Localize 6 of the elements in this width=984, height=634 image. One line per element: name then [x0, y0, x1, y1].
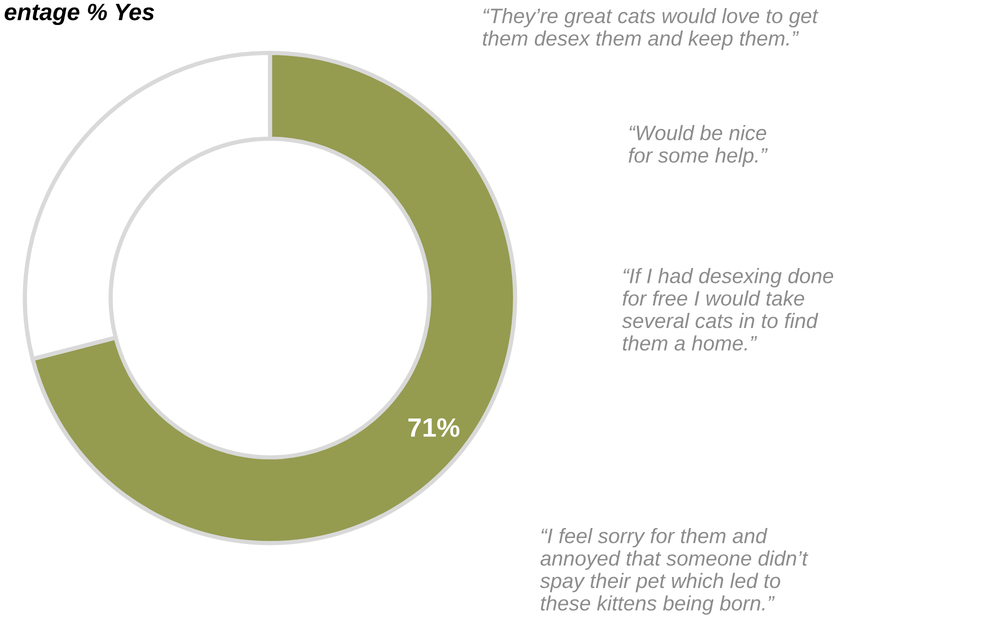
text: “They’re great cats would love to get them desex them and keep them.” — [482, 8, 819, 50]
chart-title: entage % Yes — [4, 4, 154, 26]
data-label: 71% — [408, 418, 460, 437]
text: “Would be nice for some help.” — [628, 125, 768, 167]
text: “I feel sorry for them and annoyed that someone didn’t spay their pet which led to these kittens being born.” — [540, 528, 808, 615]
text: “If I had desexing done for free I would take several cats in to find them a home.” — [622, 268, 834, 351]
